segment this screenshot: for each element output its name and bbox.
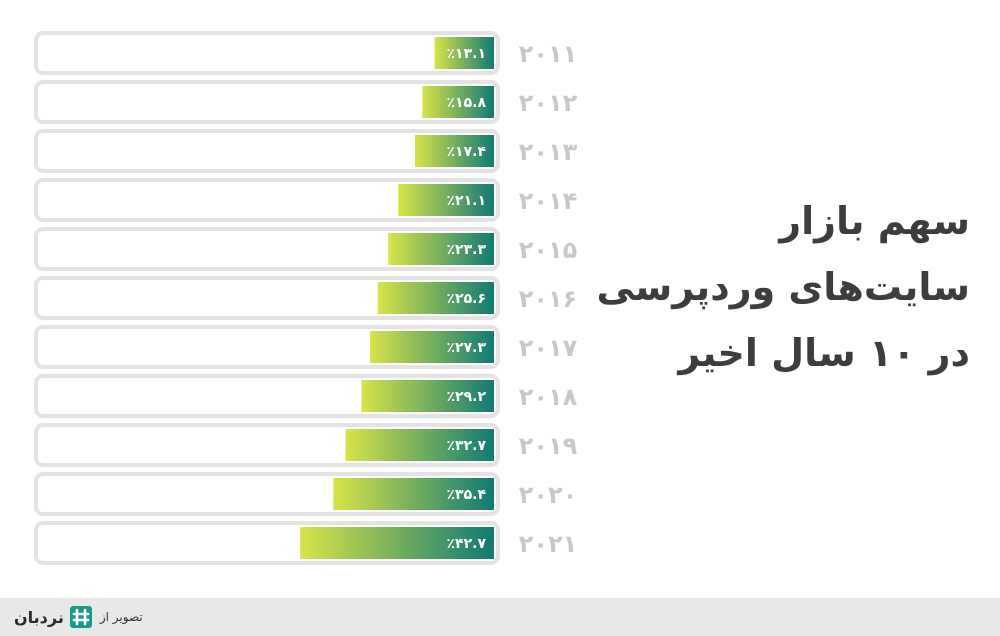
bar-row-2012: ٪۱۵.۸ ۲۰۱۲ bbox=[34, 80, 578, 124]
value-label: ٪۲۷.۳ bbox=[447, 340, 487, 356]
year-label: ۲۰۲۱ bbox=[519, 530, 578, 558]
year-label: ۲۰۱۲ bbox=[519, 89, 578, 117]
bar-row-2017: ٪۲۷.۳ ۲۰۱۷ bbox=[34, 325, 578, 369]
year-label: ۲۰۱۵ bbox=[519, 236, 578, 264]
bar-row-2015: ٪۲۳.۳ ۲۰۱۵ bbox=[34, 227, 578, 271]
bar-track bbox=[34, 80, 500, 124]
title-line-3: در ۱۰ سال اخیر bbox=[678, 331, 970, 375]
brand-name: نردبان bbox=[14, 607, 64, 627]
bar-2014 bbox=[398, 184, 494, 216]
bar-2018 bbox=[361, 380, 494, 412]
bar-track bbox=[34, 227, 500, 271]
bar-track bbox=[34, 31, 500, 75]
footer-bar: نردبان تصویر از bbox=[0, 598, 1000, 636]
bar-row-2019: ٪۳۲.۷ ۲۰۱۹ bbox=[34, 423, 578, 467]
credit-prefix: تصویر از bbox=[99, 610, 143, 624]
value-label: ٪۳۲.۷ bbox=[447, 438, 487, 454]
bar-2020 bbox=[333, 478, 494, 510]
bar-2019 bbox=[345, 429, 494, 461]
title-line-2: سایت‌های وردپرسی bbox=[596, 265, 970, 309]
value-label: ٪۲۳.۳ bbox=[447, 242, 487, 258]
value-label: ٪۱۳.۱ bbox=[447, 46, 487, 62]
nardeban-logo-icon bbox=[69, 606, 92, 628]
bar-2012 bbox=[422, 86, 494, 118]
bar-row-2013: ٪۱۷.۴ ۲۰۱۳ bbox=[34, 129, 578, 173]
bar-row-2016: ٪۲۵.۶ ۲۰۱۶ bbox=[34, 276, 578, 320]
bar-row-2014: ٪۲۱.۱ ۲۰۱۴ bbox=[34, 178, 578, 222]
bar-row-2018: ٪۲۹.۲ ۲۰۱۸ bbox=[34, 374, 578, 418]
year-label: ۲۰۱۶ bbox=[519, 285, 578, 313]
bar-2021 bbox=[300, 527, 494, 559]
value-label: ٪۱۷.۴ bbox=[447, 144, 487, 160]
year-label: ۲۰۱۸ bbox=[519, 383, 578, 411]
bar-2015 bbox=[388, 233, 494, 265]
value-label: ٪۲۹.۲ bbox=[447, 389, 487, 405]
bar-2013 bbox=[415, 135, 494, 167]
year-label: ۲۰۱۷ bbox=[519, 334, 578, 362]
year-label: ۲۰۱۳ bbox=[519, 138, 578, 166]
bar-2016 bbox=[377, 282, 494, 314]
bar-2011 bbox=[434, 37, 494, 69]
value-label: ٪۲۱.۱ bbox=[447, 193, 487, 209]
image-credit: نردبان تصویر از bbox=[14, 604, 143, 630]
year-label: ۲۰۲۰ bbox=[519, 481, 578, 509]
title-line-1: سهم بازار bbox=[779, 199, 970, 243]
year-label: ۲۰۱۴ bbox=[519, 187, 578, 215]
bar-row-2020: ٪۳۵.۴ ۲۰۲۰ bbox=[34, 472, 578, 516]
value-label: ٪۲۵.۶ bbox=[447, 291, 487, 307]
bar-track bbox=[34, 129, 500, 173]
value-label: ٪۱۵.۸ bbox=[447, 95, 487, 111]
year-label: ۲۰۱۱ bbox=[519, 40, 578, 68]
bar-row-2021: ٪۴۲.۷ ۲۰۲۱ bbox=[34, 521, 578, 565]
value-label: ٪۳۵.۴ bbox=[447, 487, 487, 503]
chart-title: سهم بازار سایت‌های وردپرسی در ۱۰ سال اخی… bbox=[580, 188, 970, 386]
bar-track bbox=[34, 178, 500, 222]
bar-2017 bbox=[370, 331, 494, 363]
value-label: ٪۴۲.۷ bbox=[447, 536, 487, 552]
bar-row-2011: ٪۱۳.۱ ۲۰۱۱ bbox=[34, 31, 578, 75]
year-label: ۲۰۱۹ bbox=[519, 432, 578, 460]
market-share-chart: ٪۱۳.۱ ۲۰۱۱ ٪۱۵.۸ ۲۰۱۲ ٪۱۷.۴ ۲۰۱۳ ٪۲۱.۱ ۲۰۱۴ ٪۲۳.… bbox=[34, 31, 578, 565]
